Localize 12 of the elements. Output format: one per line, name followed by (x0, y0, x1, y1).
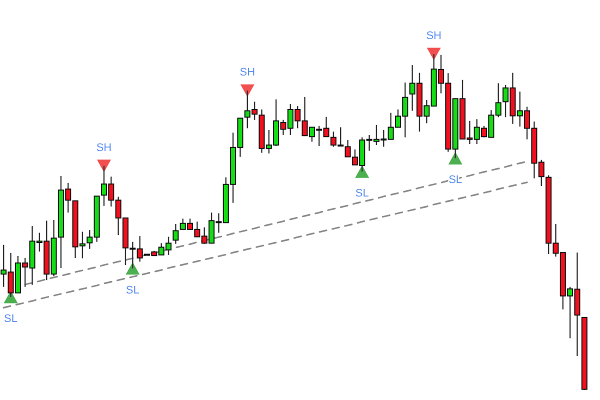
point (448, 152, 462, 164)
text: SH (96, 142, 112, 154)
text: SL (355, 188, 369, 200)
candlestick (172, 223, 179, 244)
series-label: SH (240, 66, 256, 79)
point (355, 165, 370, 178)
text: SH (426, 30, 442, 42)
point (96, 160, 111, 172)
series-label: SL (4, 312, 18, 325)
text: SL (126, 284, 140, 296)
point (426, 48, 441, 60)
point (240, 84, 254, 97)
